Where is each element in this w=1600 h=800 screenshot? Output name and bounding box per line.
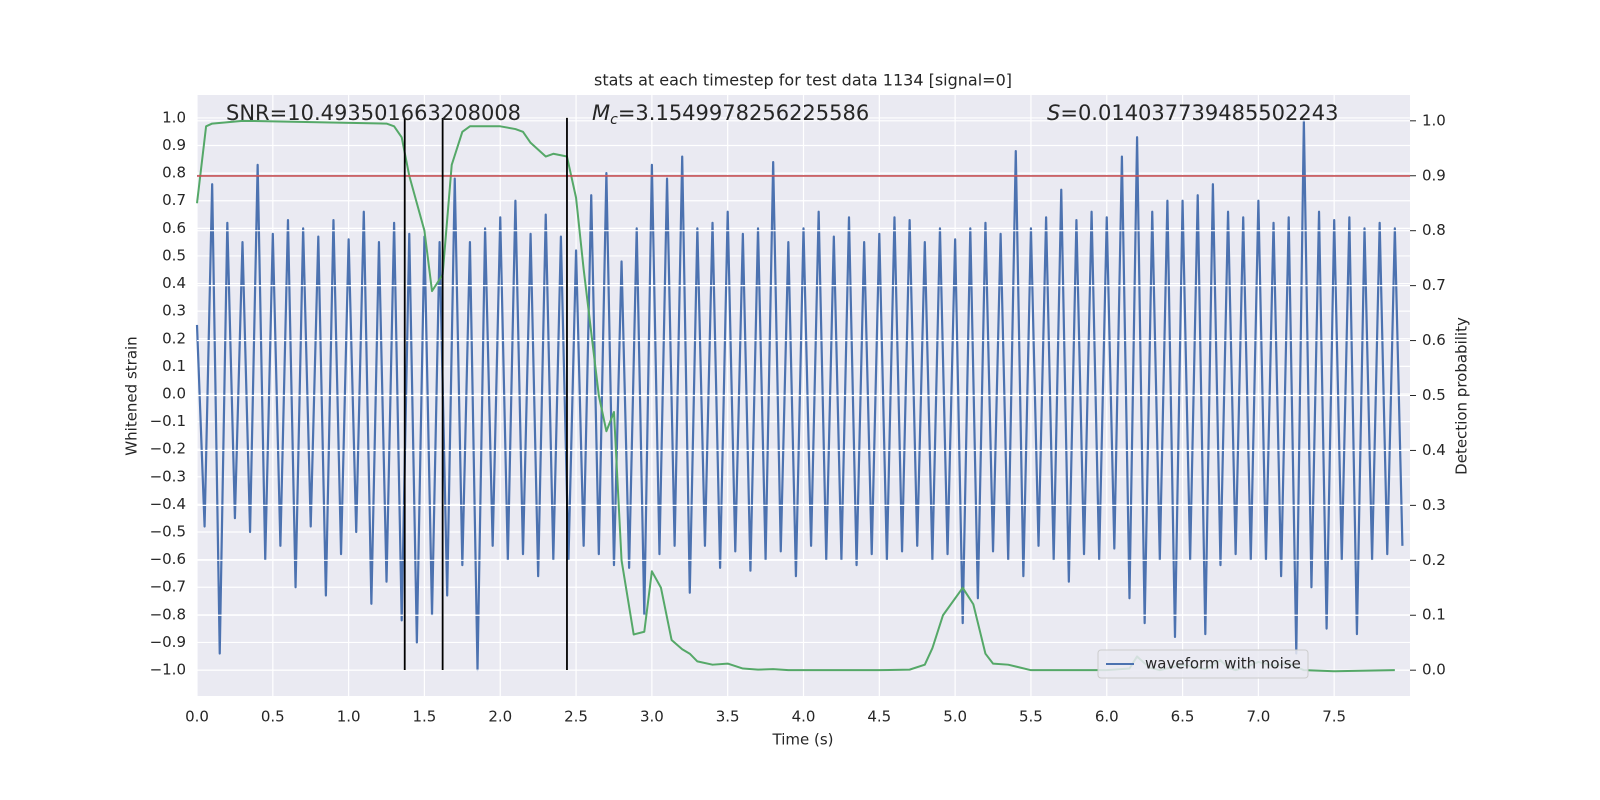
y-tick-label: −0.5 (150, 523, 186, 541)
legend-label: waveform with noise (1145, 655, 1301, 673)
y-tick-label: 0.5 (162, 246, 186, 264)
legend: waveform with noise (1097, 649, 1309, 679)
y-tick-label: −0.9 (150, 633, 186, 651)
x-tick-label: 2.5 (564, 708, 588, 726)
y-axis-label: Whitened strain (123, 336, 141, 455)
x-tick-label: 1.0 (337, 708, 361, 726)
y-tick-label: −0.2 (150, 440, 186, 458)
y2-tick-label: 0.4 (1422, 441, 1446, 459)
x-tick-label: 2.0 (488, 708, 512, 726)
y-tick-label: 1.0 (162, 108, 186, 126)
x-tick-label: 5.5 (1019, 708, 1043, 726)
x-tick-label: 6.5 (1171, 708, 1195, 726)
y2-tick-label: 1.0 (1422, 111, 1446, 129)
annotation-subscript: c (610, 112, 618, 128)
y-tick-label: −0.1 (150, 412, 186, 430)
y2-tick-label: 0.8 (1422, 221, 1446, 239)
x-tick-label: 3.5 (716, 708, 740, 726)
y-tick-label: 0.3 (162, 302, 186, 320)
x-tick-label: 4.5 (867, 708, 891, 726)
x-tick-label: 3.0 (640, 708, 664, 726)
waveform-line (195, 119, 1404, 672)
x-tick-label: 0.5 (261, 708, 285, 726)
y2-tick-label: 0.1 (1422, 606, 1446, 624)
annotation: S=0.014037739485502243 (1047, 101, 1338, 125)
y2-tick-label: 0.7 (1422, 276, 1446, 294)
y-tick-label: −0.6 (150, 550, 186, 568)
y-tick-label: 0.2 (162, 329, 186, 347)
y-tick-label: 0.9 (162, 136, 186, 154)
y2-tick-label: 0.3 (1422, 496, 1446, 514)
annotation: Mc=3.1549978256225586 (592, 101, 869, 128)
annotation-text: =3.1549978256225586 (618, 101, 869, 125)
x-tick-label: 4.0 (792, 708, 816, 726)
x-tick-label: 6.0 (1095, 708, 1119, 726)
annotation: SNR=10.493501663208008 (226, 101, 521, 125)
y2-tick-label: 0.9 (1422, 166, 1446, 184)
annotation-text: SNR=10.493501663208008 (226, 101, 521, 125)
y2-tick-label: 0.6 (1422, 331, 1446, 349)
y2-tick-label: 0.2 (1422, 551, 1446, 569)
x-tick-label: 5.0 (943, 708, 967, 726)
y-tick-label: 0.4 (162, 274, 186, 292)
y2-tick-label: 0.5 (1422, 386, 1446, 404)
y-tick-label: −0.8 (150, 605, 186, 623)
x-tick-label: 7.0 (1246, 708, 1270, 726)
x-axis-label: Time (s) (772, 731, 834, 749)
y-tick-label: −1.0 (150, 661, 186, 679)
y-tick-label: 0.1 (162, 357, 186, 375)
y-tick-label: −0.7 (150, 578, 186, 596)
annotation-symbol: S (1047, 101, 1060, 125)
y2-axis-label: Detection probability (1453, 317, 1471, 475)
y-tick-label: 0.7 (162, 191, 186, 209)
annotation-symbol: M (592, 101, 610, 125)
y-tick-label: −0.4 (150, 495, 186, 513)
annotation-text: =0.014037739485502243 (1060, 101, 1338, 125)
x-tick-label: 7.5 (1322, 708, 1346, 726)
x-tick-label: 0.0 (185, 708, 209, 726)
y-tick-label: 0.6 (162, 219, 186, 237)
y2-tick-label: 0.0 (1422, 661, 1446, 679)
chart-title: stats at each timestep for test data 113… (594, 71, 1012, 90)
x-tick-label: 1.5 (413, 708, 437, 726)
wave-layer (195, 119, 1404, 672)
y-tick-label: −0.3 (150, 467, 186, 485)
y-tick-label: 0.8 (162, 164, 186, 182)
y-tick-label: 0.0 (162, 384, 186, 402)
legend-box (1097, 649, 1309, 679)
